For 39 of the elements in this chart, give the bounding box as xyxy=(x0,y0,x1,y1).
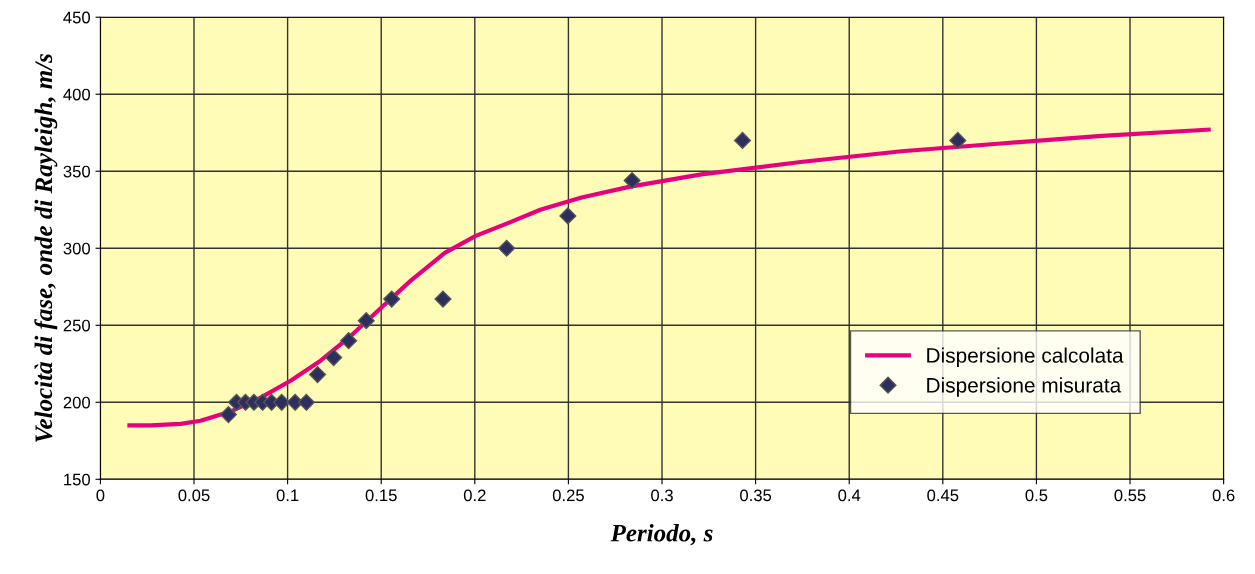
x-tick-label: 0.35 xyxy=(740,489,772,502)
point xyxy=(357,312,375,330)
point xyxy=(559,207,577,225)
y-tick-label: 250 xyxy=(63,319,91,332)
point xyxy=(340,332,358,350)
point xyxy=(297,393,315,411)
line-series xyxy=(127,127,1211,428)
point xyxy=(383,290,401,308)
legend-label: Dispersione misurata xyxy=(927,377,1122,397)
point xyxy=(273,393,291,411)
y-axis-title: Velocità di fase, onde di Rayleigh, m/s xyxy=(34,53,58,442)
point xyxy=(434,290,452,308)
x-tick-label: 0.15 xyxy=(365,489,397,502)
y-tick-label: 300 xyxy=(63,242,91,255)
x-tick-label: 0.05 xyxy=(178,489,210,502)
x-tick-label: 0.5 xyxy=(1025,489,1048,502)
x-tick-label: 0.2 xyxy=(463,489,486,502)
x-tick-label: 0.45 xyxy=(927,489,959,502)
point xyxy=(219,406,237,424)
x-tick-label: 0 xyxy=(96,489,105,502)
y-tick-label: 400 xyxy=(63,88,91,101)
point xyxy=(949,131,967,149)
x-tick-label: 0.4 xyxy=(838,489,861,502)
y-tick-label: 350 xyxy=(63,165,91,178)
x-tick-label: 0.3 xyxy=(651,489,673,502)
x-tick-label: 0.55 xyxy=(1114,489,1146,502)
x-tick-label: 0.6 xyxy=(1212,489,1235,502)
y-tick-label: 200 xyxy=(63,396,91,409)
x-tick-label: 0.25 xyxy=(552,489,584,502)
point xyxy=(623,171,641,190)
point xyxy=(325,349,343,367)
y-tick-label: 450 xyxy=(63,11,91,24)
x-tick-label: 0.1 xyxy=(276,489,299,502)
point xyxy=(498,239,516,257)
x-axis-title: Periodo, s xyxy=(610,523,713,546)
point xyxy=(733,131,752,149)
legend-label: Dispersione calcolata xyxy=(927,347,1124,367)
point xyxy=(309,366,327,384)
y-tick-label: 150 xyxy=(64,473,91,486)
